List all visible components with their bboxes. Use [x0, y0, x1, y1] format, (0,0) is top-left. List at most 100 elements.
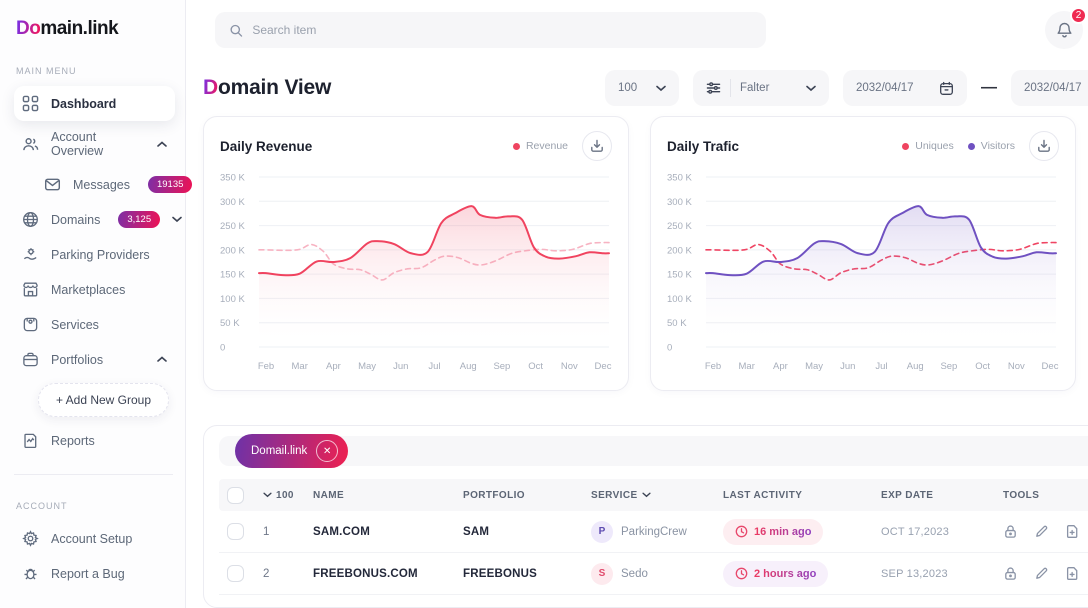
- date-to-input[interactable]: 2032/04/17: [1011, 70, 1088, 106]
- sidebar-item-label: Report a Bug: [51, 566, 125, 581]
- svg-text:Nov: Nov: [561, 361, 578, 372]
- service-cell: S Sedo: [591, 562, 723, 585]
- portfolio-name: FREEBONUS: [463, 567, 538, 580]
- chevron-down-icon: [641, 492, 651, 498]
- filter-chip[interactable]: Domail.link ✕: [235, 434, 349, 468]
- svg-text:Dec: Dec: [1042, 361, 1059, 372]
- search-bar[interactable]: [215, 12, 766, 48]
- chevron-down-icon: [806, 85, 816, 91]
- download-chart-button[interactable]: [582, 131, 612, 161]
- search-icon: [230, 24, 243, 37]
- page-title: Domain View: [203, 76, 331, 100]
- row-number: 1: [263, 525, 270, 538]
- legend-dot: [902, 142, 910, 150]
- logo-prefix: Do: [16, 18, 41, 39]
- sidebar-item-services[interactable]: Services: [14, 307, 175, 342]
- head-controls: 100 Falter 2032/04/17 — 2032/04/17: [605, 70, 1088, 106]
- svg-text:150 K: 150 K: [667, 270, 692, 281]
- svg-text:100 K: 100 K: [667, 294, 692, 305]
- logo[interactable]: Domain.link: [16, 18, 175, 40]
- row-checkbox[interactable]: [227, 565, 244, 582]
- svg-text:Mar: Mar: [739, 361, 755, 372]
- exp-date: OCT 17,2023: [881, 525, 950, 538]
- page-title-initial: D: [203, 76, 218, 99]
- remove-chip-icon[interactable]: ✕: [316, 440, 339, 462]
- legend-dot: [967, 142, 975, 150]
- lock-icon[interactable]: [1003, 524, 1018, 539]
- svg-text:100 K: 100 K: [220, 294, 245, 305]
- sidebar-item-domains[interactable]: Domains 3,125: [14, 202, 182, 237]
- service-name: ParkingCrew: [621, 525, 687, 538]
- svg-text:Jul: Jul: [875, 361, 887, 372]
- page-size-select[interactable]: 100: [605, 70, 679, 106]
- sidebar-item-portfolios[interactable]: Portfolios: [14, 342, 175, 377]
- sidebar-item-report-bug[interactable]: Report a Bug: [14, 556, 175, 591]
- edit-pencil-icon[interactable]: [1034, 524, 1049, 539]
- domain-name: FREEBONUS.COM: [313, 567, 418, 580]
- col-last-activity: LAST ACTIVITY: [723, 489, 803, 501]
- svg-text:Apr: Apr: [773, 361, 788, 372]
- legend-item: Revenue: [512, 140, 568, 152]
- search-input[interactable]: [252, 23, 752, 37]
- svg-text:300 K: 300 K: [220, 197, 245, 208]
- file-plus-icon[interactable]: [1065, 524, 1080, 539]
- dashboard-grid-icon: [22, 95, 39, 112]
- date-to-value: 2032/04/17: [1024, 82, 1082, 94]
- chart-legend: Uniques Visitors: [902, 140, 1015, 152]
- svg-text:250 K: 250 K: [220, 221, 245, 232]
- svg-text:Jun: Jun: [840, 361, 855, 372]
- download-chart-button[interactable]: [1029, 131, 1059, 161]
- sidebar-item-parking-providers[interactable]: Parking Providers: [14, 237, 175, 272]
- svg-text:50 K: 50 K: [667, 318, 687, 329]
- sidebar-item-messages[interactable]: Messages 19135: [14, 167, 193, 202]
- sidebar-item-account-setup[interactable]: Account Setup: [14, 521, 175, 556]
- briefcase-icon: [23, 352, 38, 367]
- service-initial-badge: P: [591, 520, 613, 543]
- file-plus-icon[interactable]: [1065, 566, 1080, 581]
- sidebar-item-reports[interactable]: Reports: [14, 423, 175, 458]
- sidebar-item-account-overview[interactable]: Account Overview: [14, 121, 175, 167]
- add-new-group-button[interactable]: + Add New Group: [38, 383, 169, 417]
- time-pill: 2 hours ago: [723, 560, 829, 587]
- section-account: ACCOUNT: [16, 501, 68, 511]
- date-from-input[interactable]: 2032/04/17: [843, 70, 967, 106]
- date-range-dash: —: [981, 79, 997, 96]
- svg-text:Feb: Feb: [705, 361, 721, 372]
- svg-text:Mar: Mar: [292, 361, 308, 372]
- lock-icon[interactable]: [1003, 566, 1018, 581]
- sidebar-item-dashboard[interactable]: Dashboard: [14, 86, 175, 121]
- svg-text:May: May: [358, 361, 376, 372]
- row-checkbox[interactable]: [227, 523, 244, 540]
- date-from-value: 2032/04/17: [856, 82, 914, 94]
- chevron-down-icon[interactable]: [263, 492, 272, 498]
- sidebar-item-label: Domains: [51, 212, 101, 227]
- svg-text:300 K: 300 K: [667, 197, 692, 208]
- table-row[interactable]: 2 FREEBONUS.COM FREEBONUS S Sedo 2 hours…: [219, 553, 1088, 595]
- svg-text:Jun: Jun: [393, 361, 408, 372]
- sidebar-item-label: Portfolios: [51, 352, 104, 367]
- exp-date: SEP 13,2023: [881, 567, 948, 580]
- topbar: 2: [203, 0, 1088, 56]
- table-row[interactable]: 1 SAM.COM SAM P ParkingCrew 16 min ago O…: [219, 511, 1088, 553]
- service-box-icon: [23, 317, 38, 332]
- notifications-button[interactable]: 2: [1045, 7, 1087, 49]
- globe-icon: [23, 212, 38, 227]
- col-service[interactable]: SERVICE: [591, 490, 723, 501]
- svg-text:0: 0: [667, 343, 672, 354]
- topbar-right: 2: [1045, 7, 1088, 49]
- service-initial-badge: S: [591, 562, 613, 585]
- bell-icon: [1056, 22, 1072, 38]
- chevron-up-icon: [157, 356, 167, 362]
- svg-text:350 K: 350 K: [667, 173, 692, 184]
- svg-text:Oct: Oct: [975, 361, 990, 372]
- sidebar-item-label: Services: [51, 317, 99, 332]
- legend-item: Visitors: [967, 140, 1015, 152]
- select-all-checkbox[interactable]: [227, 486, 244, 504]
- sidebar-item-marketplaces[interactable]: Marketplaces: [14, 272, 175, 307]
- sidebar-item-label: Account Overview: [51, 130, 104, 158]
- svg-text:250 K: 250 K: [667, 221, 692, 232]
- edit-pencil-icon[interactable]: [1034, 566, 1049, 581]
- col-tools: TOOLS: [1003, 489, 1040, 501]
- filter-select[interactable]: Falter: [693, 70, 829, 106]
